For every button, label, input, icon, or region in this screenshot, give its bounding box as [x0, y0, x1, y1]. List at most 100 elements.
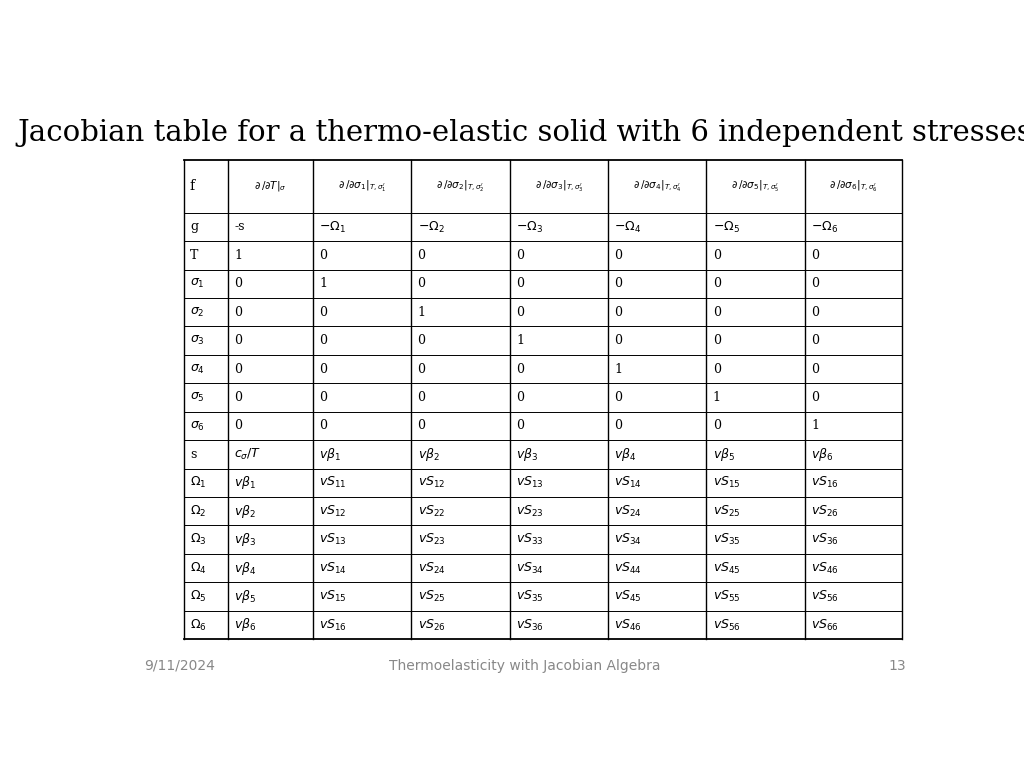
Text: $vS_{45}$: $vS_{45}$ — [614, 589, 642, 604]
Text: $vS_{34}$: $vS_{34}$ — [614, 532, 642, 548]
Text: $vS_{55}$: $vS_{55}$ — [713, 589, 740, 604]
Text: $\Omega_1$: $\Omega_1$ — [189, 475, 206, 490]
Text: 0: 0 — [418, 249, 426, 262]
Text: -s: -s — [234, 220, 245, 233]
Text: 0: 0 — [319, 362, 328, 376]
Text: $v\beta_3$: $v\beta_3$ — [516, 446, 539, 463]
Text: 0: 0 — [811, 334, 819, 347]
Text: $vS_{23}$: $vS_{23}$ — [418, 532, 445, 548]
Text: 0: 0 — [811, 277, 819, 290]
Text: $vS_{25}$: $vS_{25}$ — [713, 504, 740, 519]
Text: $vS_{56}$: $vS_{56}$ — [713, 617, 740, 633]
Text: $\sigma_3$: $\sigma_3$ — [189, 334, 205, 347]
Text: $v\beta_4$: $v\beta_4$ — [234, 560, 257, 577]
Text: $vS_{26}$: $vS_{26}$ — [811, 504, 839, 519]
Text: 0: 0 — [319, 306, 328, 319]
Text: 0: 0 — [713, 306, 721, 319]
Text: $v\beta_3$: $v\beta_3$ — [234, 531, 257, 548]
Text: 0: 0 — [418, 362, 426, 376]
Text: $v\beta_5$: $v\beta_5$ — [713, 446, 735, 463]
Text: 0: 0 — [418, 391, 426, 404]
Text: $-\Omega_2$: $-\Omega_2$ — [418, 220, 444, 234]
Text: $\Omega_4$: $\Omega_4$ — [189, 561, 207, 576]
Text: 0: 0 — [713, 277, 721, 290]
Text: 0: 0 — [614, 391, 623, 404]
Text: $vS_{13}$: $vS_{13}$ — [319, 532, 347, 548]
Text: $vS_{13}$: $vS_{13}$ — [516, 475, 544, 490]
Text: Thermoelasticity with Jacobian Algebra: Thermoelasticity with Jacobian Algebra — [389, 659, 660, 673]
Text: 0: 0 — [614, 306, 623, 319]
Text: $vS_{46}$: $vS_{46}$ — [614, 617, 642, 633]
Text: 0: 0 — [614, 334, 623, 347]
Text: $\Omega_2$: $\Omega_2$ — [189, 504, 206, 519]
Text: 0: 0 — [811, 362, 819, 376]
Text: 0: 0 — [234, 277, 243, 290]
Text: $\Omega_6$: $\Omega_6$ — [189, 617, 207, 633]
Text: $vS_{36}$: $vS_{36}$ — [811, 532, 839, 548]
Text: $vS_{22}$: $vS_{22}$ — [418, 504, 445, 519]
Text: $vS_{15}$: $vS_{15}$ — [713, 475, 740, 490]
Text: $v\beta_5$: $v\beta_5$ — [234, 588, 257, 605]
Text: $v\beta_1$: $v\beta_1$ — [319, 446, 341, 463]
Text: $vS_{36}$: $vS_{36}$ — [516, 617, 544, 633]
Text: $vS_{35}$: $vS_{35}$ — [713, 532, 740, 548]
Text: $\sigma_2$: $\sigma_2$ — [189, 306, 205, 319]
Text: 0: 0 — [319, 391, 328, 404]
Text: 0: 0 — [516, 391, 524, 404]
Text: $vS_{56}$: $vS_{56}$ — [811, 589, 839, 604]
Text: f: f — [189, 180, 195, 194]
Text: 0: 0 — [418, 277, 426, 290]
Text: $vS_{11}$: $vS_{11}$ — [319, 475, 347, 490]
Text: $vS_{24}$: $vS_{24}$ — [614, 504, 642, 519]
Text: 0: 0 — [234, 391, 243, 404]
Text: $\sigma_1$: $\sigma_1$ — [189, 277, 205, 290]
Text: $\partial\,/\partial T|_{\sigma}$: $\partial\,/\partial T|_{\sigma}$ — [254, 180, 287, 194]
Text: $\Omega_5$: $\Omega_5$ — [189, 589, 207, 604]
Text: 0: 0 — [516, 362, 524, 376]
Text: 0: 0 — [811, 391, 819, 404]
Text: 1: 1 — [713, 391, 721, 404]
Text: $\partial\,/\partial\sigma_6|_{T,\sigma_6'}$: $\partial\,/\partial\sigma_6|_{T,\sigma_… — [828, 178, 878, 194]
Text: T: T — [189, 249, 199, 262]
Text: $vS_{46}$: $vS_{46}$ — [811, 561, 839, 576]
Text: $vS_{45}$: $vS_{45}$ — [713, 561, 740, 576]
Text: 0: 0 — [811, 306, 819, 319]
Text: $\sigma_5$: $\sigma_5$ — [189, 391, 205, 404]
Text: $\sigma_4$: $\sigma_4$ — [189, 362, 205, 376]
Text: $-\Omega_1$: $-\Omega_1$ — [319, 220, 346, 234]
Text: 0: 0 — [614, 249, 623, 262]
Text: $vS_{44}$: $vS_{44}$ — [614, 561, 642, 576]
Text: $vS_{24}$: $vS_{24}$ — [418, 561, 445, 576]
Text: 0: 0 — [319, 334, 328, 347]
Text: 9/11/2024: 9/11/2024 — [143, 659, 215, 673]
Text: $v\beta_4$: $v\beta_4$ — [614, 446, 637, 463]
Text: 0: 0 — [234, 334, 243, 347]
Text: $\partial\,/\partial\sigma_2|_{T,\sigma_2'}$: $\partial\,/\partial\sigma_2|_{T,\sigma_… — [436, 178, 484, 194]
Text: 0: 0 — [234, 419, 243, 432]
Text: $v\beta_2$: $v\beta_2$ — [418, 446, 439, 463]
Text: 0: 0 — [516, 249, 524, 262]
Text: 1: 1 — [319, 277, 328, 290]
Text: $v\beta_2$: $v\beta_2$ — [234, 503, 256, 520]
Text: $v\beta_6$: $v\beta_6$ — [234, 617, 257, 634]
Text: 0: 0 — [319, 419, 328, 432]
Text: 0: 0 — [713, 419, 721, 432]
Text: $vS_{12}$: $vS_{12}$ — [418, 475, 445, 490]
Text: 0: 0 — [516, 306, 524, 319]
Text: 0: 0 — [234, 362, 243, 376]
Text: 0: 0 — [234, 306, 243, 319]
Text: $\Omega_3$: $\Omega_3$ — [189, 532, 207, 548]
Text: 0: 0 — [614, 419, 623, 432]
Text: 0: 0 — [713, 362, 721, 376]
Text: $-\Omega_6$: $-\Omega_6$ — [811, 220, 839, 234]
Text: 0: 0 — [713, 334, 721, 347]
Text: 0: 0 — [418, 419, 426, 432]
Text: 0: 0 — [516, 277, 524, 290]
Text: 13: 13 — [888, 659, 905, 673]
Text: 0: 0 — [614, 277, 623, 290]
Text: 1: 1 — [811, 419, 819, 432]
Text: $-\Omega_5$: $-\Omega_5$ — [713, 220, 739, 234]
Text: $\partial\,/\partial\sigma_1|_{T,\sigma_1'}$: $\partial\,/\partial\sigma_1|_{T,\sigma_… — [338, 178, 386, 194]
Text: $vS_{25}$: $vS_{25}$ — [418, 589, 445, 604]
Text: 0: 0 — [319, 249, 328, 262]
